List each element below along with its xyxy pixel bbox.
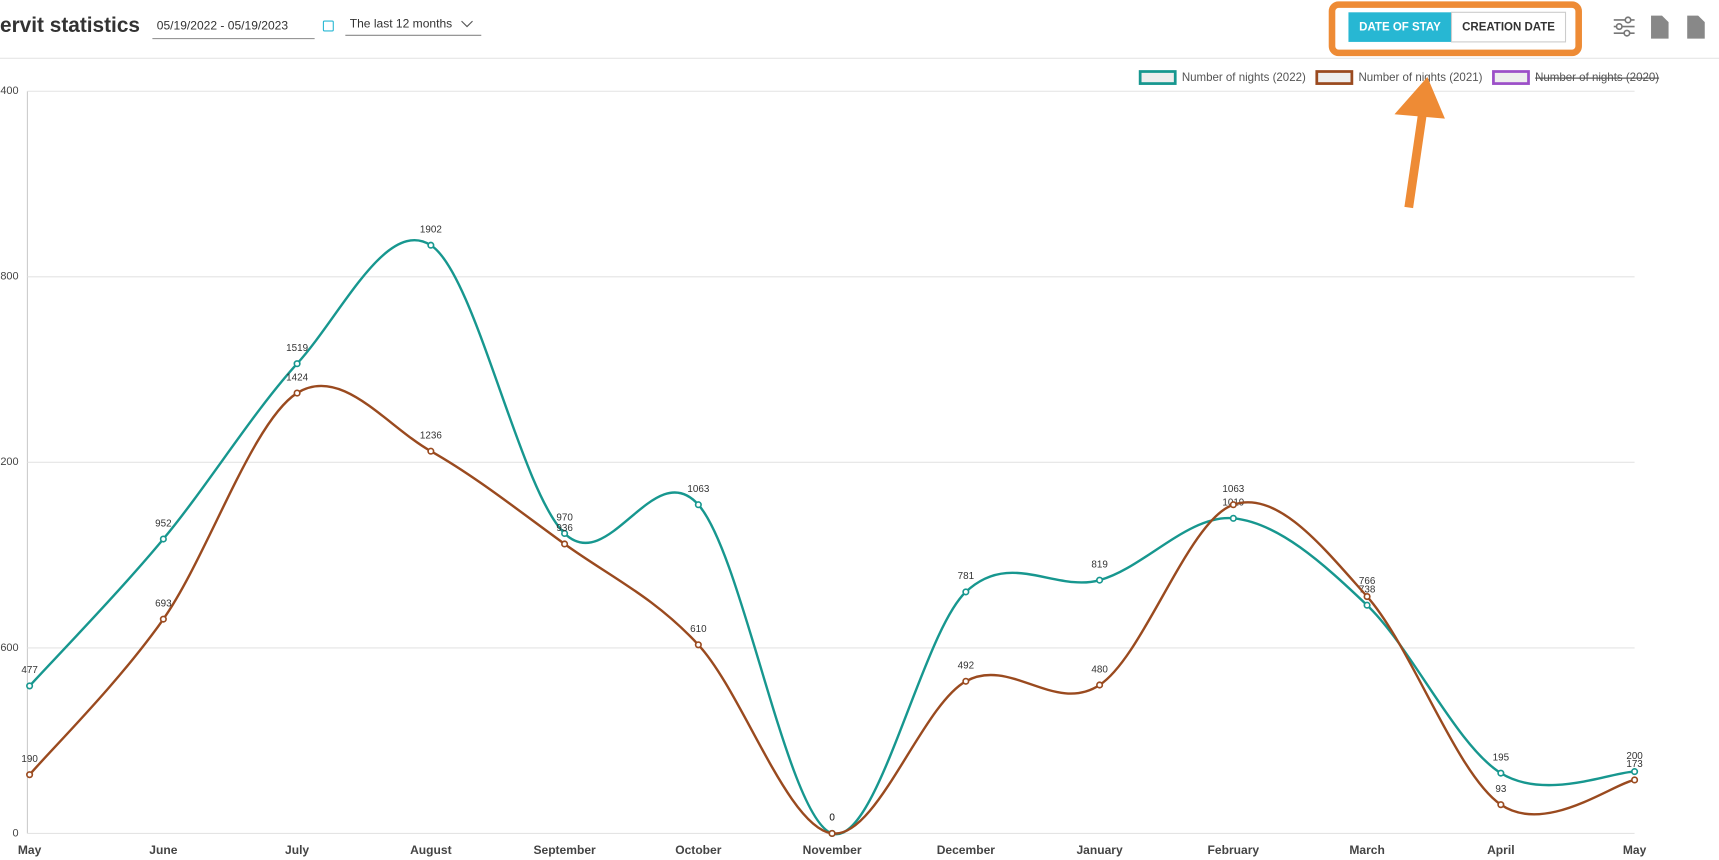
x-tick-label: November xyxy=(803,843,862,857)
data-label: 781 xyxy=(958,571,974,582)
data-point xyxy=(1497,801,1505,809)
pdf-icon[interactable] xyxy=(1651,15,1669,39)
data-point xyxy=(159,615,167,623)
x-tick-label: October xyxy=(675,843,721,857)
x-tick-label: February xyxy=(1208,843,1260,857)
button-label: CREATION DATE xyxy=(1462,22,1555,34)
data-label: 936 xyxy=(556,523,573,534)
data-point xyxy=(1631,768,1639,776)
plot: 0 600 200 800 400 May June July August September O… xyxy=(0,70,1659,857)
x-tick-label: May xyxy=(18,843,42,857)
data-label: 195 xyxy=(1493,752,1510,763)
legend-swatch xyxy=(1138,70,1177,85)
data-label: 477 xyxy=(21,665,37,676)
data-point xyxy=(1096,576,1104,584)
data-label: 1063 xyxy=(687,484,709,495)
x-tick-label: May xyxy=(1623,843,1647,857)
data-label: 1519 xyxy=(286,343,308,354)
date-of-stay-button[interactable] xyxy=(1348,12,1452,42)
calendar-icon[interactable] xyxy=(322,20,334,32)
data-label: 1063 xyxy=(1222,484,1244,495)
page-title: ervit statistics xyxy=(0,14,140,37)
data-label: 93 xyxy=(1495,784,1506,795)
y-tick-label: 400 xyxy=(0,85,18,97)
legend-swatch xyxy=(1315,70,1354,85)
x-tick-label: March xyxy=(1349,843,1384,857)
y-tick-label: 200 xyxy=(0,456,18,468)
data-point xyxy=(427,241,435,249)
y-tick-label: 0 xyxy=(13,827,19,839)
data-label: 1902 xyxy=(420,225,442,236)
data-label: 1236 xyxy=(420,430,442,441)
data-point xyxy=(26,682,34,690)
data-point xyxy=(561,529,569,538)
data-label: 766 xyxy=(1359,576,1376,587)
data-label: 952 xyxy=(155,518,171,529)
date-range[interactable]: 05/19/2022 - 05/19/2023 xyxy=(157,19,289,33)
period-select[interactable]: The last 12 months xyxy=(350,17,452,31)
y-tick-label: 600 xyxy=(0,642,18,654)
data-label: 0 xyxy=(829,813,835,824)
data-point xyxy=(26,771,34,779)
data-label: 738 xyxy=(1359,584,1376,595)
data-label: 1424 xyxy=(286,372,308,383)
data-point xyxy=(1363,592,1371,601)
data-label: 173 xyxy=(1626,759,1643,770)
data-point xyxy=(427,447,435,455)
x-tick-label: September xyxy=(533,843,596,857)
x-tick-label: August xyxy=(410,843,451,857)
data-point xyxy=(293,389,301,397)
data-label: 0 xyxy=(829,813,835,824)
x-tick-label: January xyxy=(1076,843,1123,857)
x-tick-label: December xyxy=(937,843,996,857)
data-label: 492 xyxy=(958,661,974,672)
legend-label[interactable]: Number of nights (2022) xyxy=(1182,72,1306,84)
data-point xyxy=(962,677,970,685)
data-point xyxy=(694,641,702,649)
x-tick-label: June xyxy=(149,843,177,857)
data-label: 190 xyxy=(21,754,38,765)
data-label: 480 xyxy=(1091,664,1108,675)
creation-date-button[interactable] xyxy=(1450,11,1567,43)
data-point xyxy=(1096,681,1104,689)
data-point xyxy=(694,501,702,509)
dropdown-caret xyxy=(461,20,473,28)
legend-label[interactable]: Number of nights (2021) xyxy=(1358,72,1482,84)
x-tick-label: April xyxy=(1487,843,1514,857)
data-point xyxy=(1229,501,1237,509)
highlight-box xyxy=(1328,1,1582,57)
y-tick-label: 800 xyxy=(0,271,18,283)
data-label: 610 xyxy=(690,624,707,635)
data-label: 819 xyxy=(1091,559,1108,570)
data-label: 693 xyxy=(155,598,172,609)
data-point xyxy=(1497,769,1505,777)
legend-swatch xyxy=(1492,70,1530,85)
data-point xyxy=(1631,776,1639,784)
data-point xyxy=(1229,514,1237,522)
data-point xyxy=(828,829,836,838)
series-line xyxy=(28,239,1635,836)
button-label: DATE OF STAY xyxy=(1359,22,1441,34)
annotation-arrow xyxy=(1394,76,1445,209)
data-point xyxy=(293,360,301,368)
series-line xyxy=(28,384,1635,835)
settings-icon[interactable] xyxy=(1613,16,1635,37)
data-label: 970 xyxy=(556,513,573,524)
data-point xyxy=(962,588,970,596)
legend-label[interactable]: Number of nights (2020) xyxy=(1535,72,1659,84)
data-point xyxy=(1363,601,1371,609)
x-tick-label: July xyxy=(285,843,309,857)
data-point xyxy=(561,540,569,548)
excel-icon[interactable] xyxy=(1687,15,1705,39)
data-label: 200 xyxy=(1626,751,1643,762)
data-point xyxy=(159,535,167,543)
